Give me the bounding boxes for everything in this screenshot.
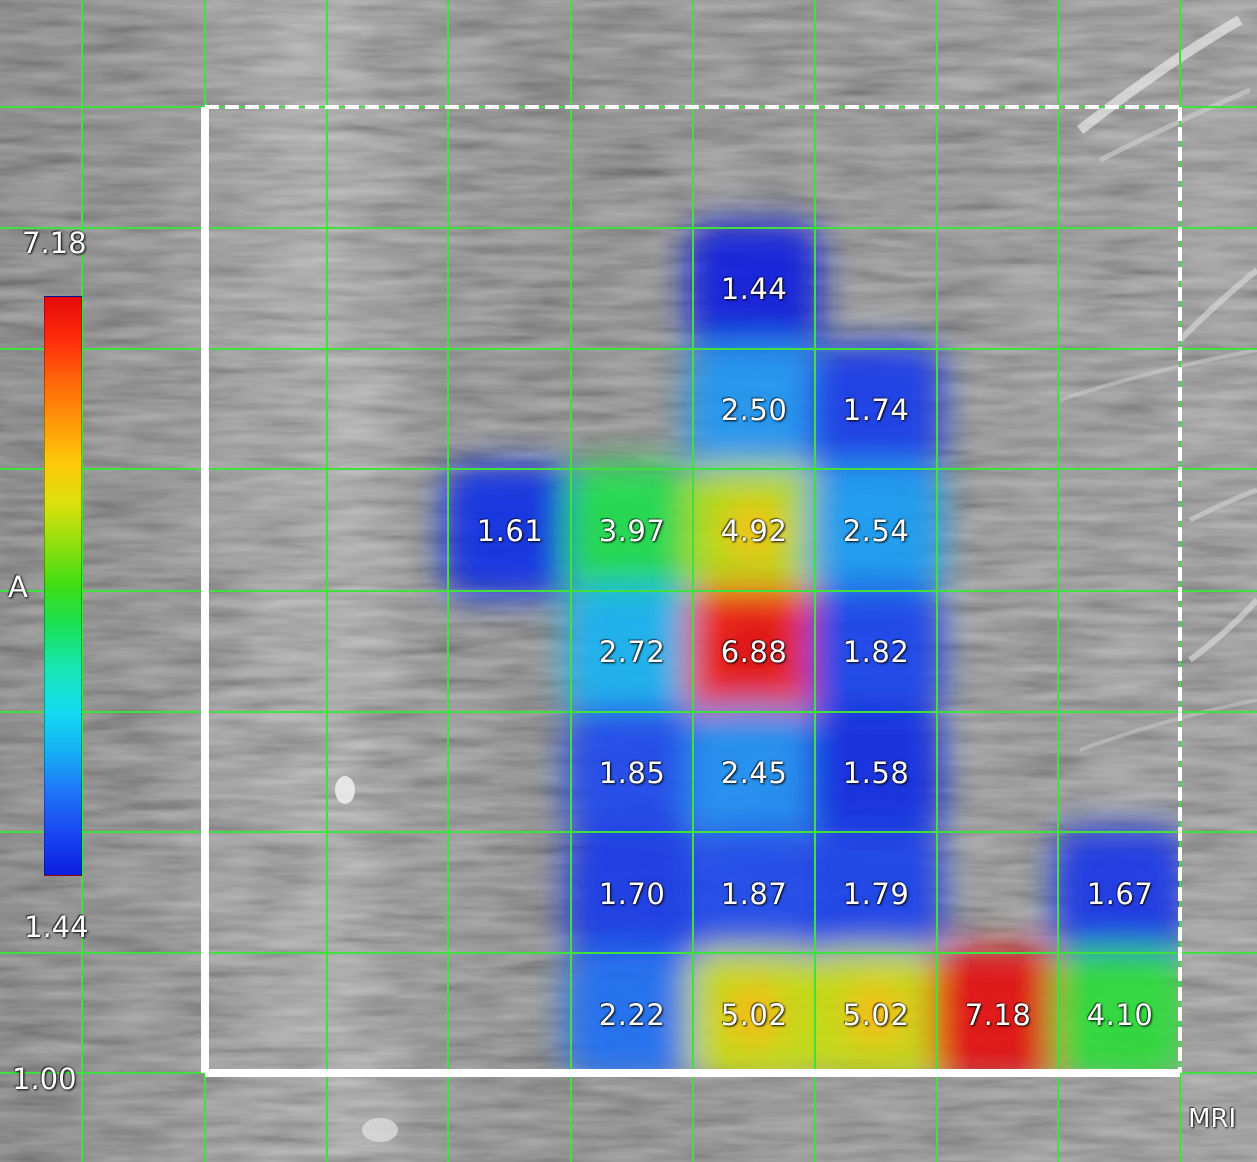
cell-value-label: 1.58 — [842, 755, 910, 790]
heat-cell — [687, 343, 821, 476]
cell-value-label: 2.45 — [720, 755, 788, 790]
cell-value-label: 1.79 — [842, 876, 910, 911]
heat-peak — [846, 984, 906, 1045]
cell-value-label: 1.85 — [598, 755, 666, 790]
scale-min-label: 1.00 — [12, 1062, 77, 1096]
heat-cell — [565, 464, 699, 597]
modality-label: MRI — [1188, 1104, 1237, 1134]
cell-value-label: 1.87 — [720, 876, 788, 911]
heat-cell — [687, 827, 821, 960]
cell-value-label: 4.92 — [720, 513, 788, 548]
heat-peak — [724, 500, 784, 561]
cell-value-label: 7.18 — [964, 997, 1032, 1032]
heat-cell — [809, 706, 943, 839]
side-marker-label: A — [8, 570, 28, 604]
heat-cell — [687, 706, 821, 839]
color-scale-bar — [44, 296, 82, 876]
heat-cell — [809, 464, 943, 597]
cell-value-label: 1.61 — [476, 513, 544, 548]
cell-value-label: 4.10 — [1086, 997, 1154, 1032]
cell-value-label: 3.97 — [598, 513, 666, 548]
heat-cell — [809, 585, 943, 718]
heat-cell — [443, 464, 577, 597]
heat-peak — [714, 611, 794, 692]
heat-cell — [809, 827, 943, 960]
cell-value-label: 2.22 — [598, 997, 666, 1032]
heat-cell — [565, 948, 699, 1073]
heat-peak — [958, 974, 1038, 1055]
cell-value-label: 6.88 — [720, 634, 788, 669]
cell-value-label: 2.54 — [842, 513, 910, 548]
cell-value-label: 1.70 — [598, 876, 666, 911]
heat-cell — [1053, 827, 1180, 960]
scale-max-label: 7.18 — [22, 226, 87, 260]
heat-cell — [565, 585, 699, 718]
heat-cell — [565, 706, 699, 839]
cell-value-label: 1.67 — [1086, 876, 1154, 911]
cell-value-label: 1.74 — [842, 392, 910, 427]
cell-value-label: 5.02 — [842, 997, 910, 1032]
scale-lower-label: 1.44 — [24, 910, 89, 944]
cell-value-label: 5.02 — [720, 997, 788, 1032]
heat-cell — [687, 222, 821, 355]
heat-cell — [1053, 948, 1180, 1073]
cell-value-label: 2.50 — [720, 392, 788, 427]
cell-value-label: 2.72 — [598, 634, 666, 669]
heatmap-layer — [443, 222, 1180, 1073]
cell-value-label: 1.44 — [720, 271, 788, 306]
heat-peak — [724, 984, 784, 1045]
heat-cell — [809, 343, 943, 476]
cell-value-label: 1.82 — [842, 634, 910, 669]
heat-cell — [565, 827, 699, 960]
